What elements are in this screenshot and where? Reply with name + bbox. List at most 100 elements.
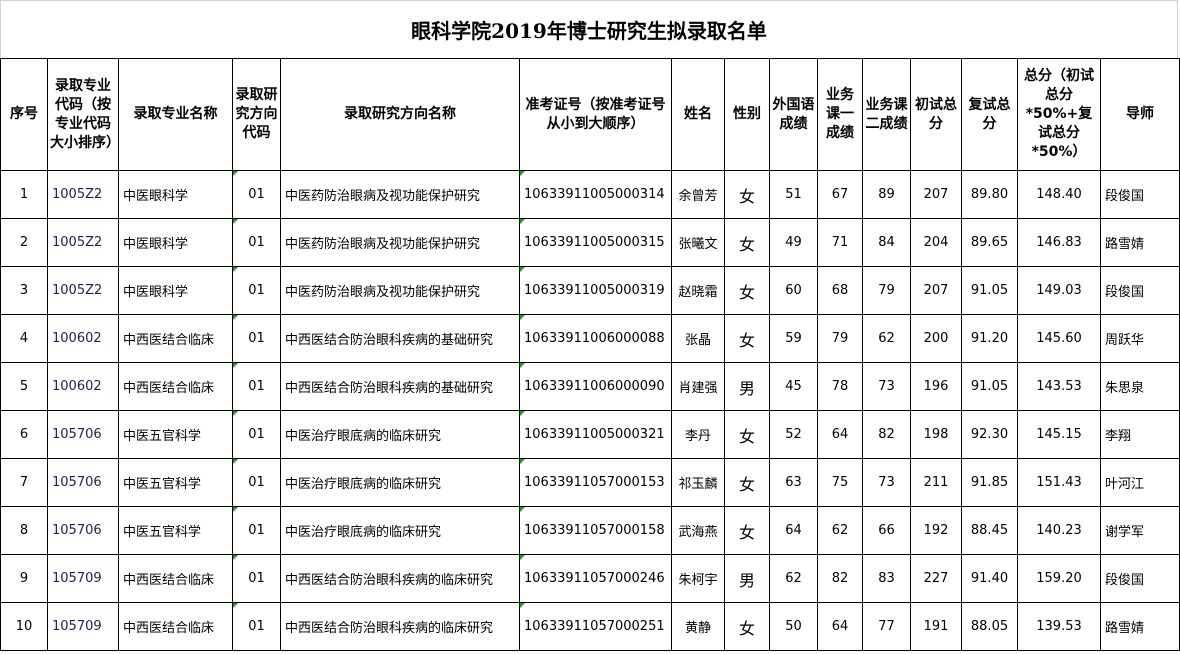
prelim-total-cell[interactable]: 207 (910, 266, 962, 315)
foreign-language-cell[interactable]: 64 (769, 506, 818, 555)
gender-cell[interactable]: 女 (724, 506, 770, 555)
course-2-cell[interactable]: 82 (862, 410, 911, 459)
col-prelim-total-header[interactable]: 初试总分 (910, 58, 962, 171)
course-2-cell[interactable]: 89 (862, 170, 911, 219)
name-cell[interactable]: 余曾芳 (671, 170, 725, 219)
prelim-total-cell[interactable]: 192 (910, 506, 962, 555)
supervisor-cell[interactable]: 李翔 (1100, 410, 1180, 459)
name-cell[interactable]: 张曦文 (671, 218, 725, 267)
col-exam-id-header[interactable]: 准考证号（按准考证号从小到大顺序） (519, 58, 672, 171)
retest-total-cell[interactable]: 89.65 (961, 218, 1018, 267)
major-name-cell[interactable]: 中医眼科学 (118, 266, 233, 315)
gender-cell[interactable]: 女 (724, 410, 770, 459)
supervisor-cell[interactable]: 谢学军 (1100, 506, 1180, 555)
exam-id-cell[interactable]: 10633911057000251 (519, 602, 672, 651)
index-cell[interactable]: 5 (0, 362, 48, 411)
direction-name-cell[interactable]: 中医药防治眼病及视功能保护研究 (280, 266, 520, 315)
direction-name-cell[interactable]: 中西医结合防治眼科疾病的基础研究 (280, 362, 520, 411)
foreign-language-cell[interactable]: 62 (769, 554, 818, 603)
foreign-language-cell[interactable]: 51 (769, 170, 818, 219)
gender-cell[interactable]: 女 (724, 458, 770, 507)
final-total-cell[interactable]: 139.53 (1017, 602, 1101, 651)
col-direction-name-header[interactable]: 录取研究方向名称 (280, 58, 520, 171)
index-cell[interactable]: 8 (0, 506, 48, 555)
direction-name-cell[interactable]: 中西医结合防治眼科疾病的基础研究 (280, 314, 520, 363)
major-name-cell[interactable]: 中西医结合临床 (118, 554, 233, 603)
col-course-1-header[interactable]: 业务课一成绩 (817, 58, 863, 171)
major-code-cell[interactable]: 1005Z2 (47, 218, 119, 267)
direction-code-cell[interactable]: 01 (232, 554, 281, 603)
final-total-cell[interactable]: 143.53 (1017, 362, 1101, 411)
retest-total-cell[interactable]: 89.80 (961, 170, 1018, 219)
prelim-total-cell[interactable]: 207 (910, 170, 962, 219)
foreign-language-cell[interactable]: 49 (769, 218, 818, 267)
retest-total-cell[interactable]: 91.05 (961, 362, 1018, 411)
foreign-language-cell[interactable]: 45 (769, 362, 818, 411)
prelim-total-cell[interactable]: 227 (910, 554, 962, 603)
major-code-cell[interactable]: 1005Z2 (47, 170, 119, 219)
direction-code-cell[interactable]: 01 (232, 410, 281, 459)
index-cell[interactable]: 2 (0, 218, 48, 267)
course-2-cell[interactable]: 79 (862, 266, 911, 315)
direction-code-cell[interactable]: 01 (232, 602, 281, 651)
major-code-cell[interactable]: 105706 (47, 458, 119, 507)
gender-cell[interactable]: 男 (724, 362, 770, 411)
course-2-cell[interactable]: 83 (862, 554, 911, 603)
name-cell[interactable]: 朱柯宇 (671, 554, 725, 603)
direction-name-cell[interactable]: 中医药防治眼病及视功能保护研究 (280, 218, 520, 267)
exam-id-cell[interactable]: 10633911005000315 (519, 218, 672, 267)
final-total-cell[interactable]: 145.15 (1017, 410, 1101, 459)
course-1-cell[interactable]: 64 (817, 602, 863, 651)
index-cell[interactable]: 7 (0, 458, 48, 507)
name-cell[interactable]: 李丹 (671, 410, 725, 459)
direction-name-cell[interactable]: 中医治疗眼底病的临床研究 (280, 410, 520, 459)
exam-id-cell[interactable]: 10633911057000246 (519, 554, 672, 603)
major-name-cell[interactable]: 中医眼科学 (118, 170, 233, 219)
course-2-cell[interactable]: 62 (862, 314, 911, 363)
retest-total-cell[interactable]: 88.45 (961, 506, 1018, 555)
exam-id-cell[interactable]: 10633911005000321 (519, 410, 672, 459)
course-1-cell[interactable]: 82 (817, 554, 863, 603)
col-retest-total-header[interactable]: 复试总分 (961, 58, 1018, 171)
retest-total-cell[interactable]: 91.05 (961, 266, 1018, 315)
major-name-cell[interactable]: 中西医结合临床 (118, 314, 233, 363)
final-total-cell[interactable]: 140.23 (1017, 506, 1101, 555)
index-cell[interactable]: 3 (0, 266, 48, 315)
col-final-total-header[interactable]: 总分（初试总分*50%+复试总分*50%） (1017, 58, 1101, 171)
col-major-code-header[interactable]: 录取专业代码（按专业代码大小排序） (47, 58, 119, 171)
name-cell[interactable]: 祁玉麟 (671, 458, 725, 507)
course-1-cell[interactable]: 75 (817, 458, 863, 507)
supervisor-cell[interactable]: 段俊国 (1100, 266, 1180, 315)
index-cell[interactable]: 9 (0, 554, 48, 603)
supervisor-cell[interactable]: 路雪婧 (1100, 602, 1180, 651)
foreign-language-cell[interactable]: 50 (769, 602, 818, 651)
col-gender-header[interactable]: 性别 (724, 58, 770, 171)
direction-code-cell[interactable]: 01 (232, 314, 281, 363)
prelim-total-cell[interactable]: 198 (910, 410, 962, 459)
course-1-cell[interactable]: 78 (817, 362, 863, 411)
course-1-cell[interactable]: 64 (817, 410, 863, 459)
final-total-cell[interactable]: 159.20 (1017, 554, 1101, 603)
gender-cell[interactable]: 女 (724, 170, 770, 219)
col-direction-code-header[interactable]: 录取研究方向代码 (232, 58, 281, 171)
major-name-cell[interactable]: 中医眼科学 (118, 218, 233, 267)
major-code-cell[interactable]: 100602 (47, 314, 119, 363)
exam-id-cell[interactable]: 10633911057000158 (519, 506, 672, 555)
direction-code-cell[interactable]: 01 (232, 218, 281, 267)
course-2-cell[interactable]: 66 (862, 506, 911, 555)
exam-id-cell[interactable]: 10633911005000319 (519, 266, 672, 315)
col-course-2-header[interactable]: 业务课二成绩 (862, 58, 911, 171)
foreign-language-cell[interactable]: 59 (769, 314, 818, 363)
major-code-cell[interactable]: 105706 (47, 506, 119, 555)
exam-id-cell[interactable]: 10633911006000090 (519, 362, 672, 411)
major-name-cell[interactable]: 中医五官科学 (118, 410, 233, 459)
course-1-cell[interactable]: 79 (817, 314, 863, 363)
major-code-cell[interactable]: 100602 (47, 362, 119, 411)
retest-total-cell[interactable]: 91.85 (961, 458, 1018, 507)
direction-name-cell[interactable]: 中医药防治眼病及视功能保护研究 (280, 170, 520, 219)
direction-name-cell[interactable]: 中西医结合防治眼科疾病的临床研究 (280, 554, 520, 603)
direction-name-cell[interactable]: 中医治疗眼底病的临床研究 (280, 506, 520, 555)
major-name-cell[interactable]: 中西医结合临床 (118, 362, 233, 411)
final-total-cell[interactable]: 148.40 (1017, 170, 1101, 219)
col-major-name-header[interactable]: 录取专业名称 (118, 58, 233, 171)
